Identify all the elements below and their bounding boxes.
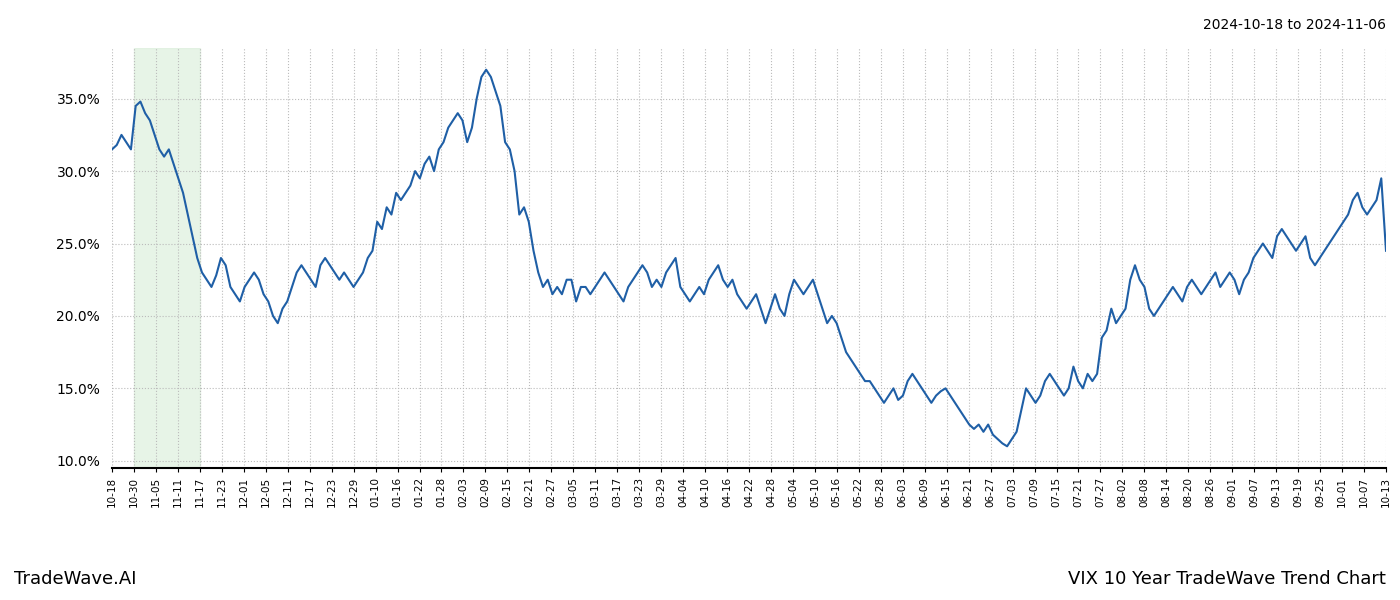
- Text: 2024-10-18 to 2024-11-06: 2024-10-18 to 2024-11-06: [1203, 18, 1386, 32]
- Text: VIX 10 Year TradeWave Trend Chart: VIX 10 Year TradeWave Trend Chart: [1068, 570, 1386, 588]
- Text: TradeWave.AI: TradeWave.AI: [14, 570, 137, 588]
- Bar: [134, 48, 200, 468]
